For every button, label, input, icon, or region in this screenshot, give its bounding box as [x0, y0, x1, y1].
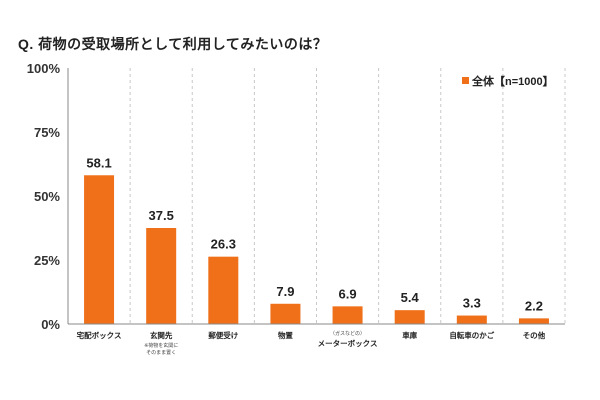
category-label: その他	[523, 330, 546, 340]
category-label: 宅配ボックス	[77, 330, 122, 340]
category-note: ※荷物を玄関に	[144, 342, 178, 349]
category-label: 玄関先	[150, 330, 173, 340]
y-tick-label: 75%	[34, 125, 60, 140]
chart-title: Q. 荷物の受取場所として利用してみたいのは？	[18, 36, 328, 52]
y-tick-label: 0%	[41, 317, 60, 332]
bar-value-label: 3.3	[463, 296, 481, 311]
bar-value-label: 6.9	[339, 286, 357, 301]
category-note: そのまま置く	[146, 349, 176, 356]
bar	[146, 228, 177, 324]
category-label: 車庫	[402, 330, 417, 340]
category-label: 物置	[278, 330, 293, 340]
grid-layer	[129, 68, 566, 324]
category-note: （ガスなどの）	[330, 330, 365, 337]
bars-layer	[84, 175, 549, 324]
bar	[394, 310, 425, 324]
bar-value-label: 5.4	[401, 290, 420, 305]
bar	[332, 306, 363, 324]
category-label: 自転車のかご	[449, 330, 494, 340]
bar	[208, 256, 239, 324]
bar-value-label: 37.5	[149, 208, 174, 223]
category-label: 郵便受け	[208, 330, 238, 340]
y-tick-label: 50%	[34, 189, 60, 204]
y-tick-label: 25%	[34, 253, 60, 268]
bar	[84, 175, 115, 324]
bar	[270, 303, 301, 324]
y-tick-label: 100%	[27, 61, 61, 76]
bar	[518, 318, 549, 324]
legend-swatch	[462, 77, 469, 84]
bar-value-label: 26.3	[211, 237, 236, 252]
bar	[456, 315, 487, 324]
axis-layer: 0% 25% 50% 75% 100%	[27, 61, 565, 332]
bar-value-label: 7.9	[276, 284, 294, 299]
bar-value-label: 58.1	[86, 155, 111, 170]
legend-label: 全体【n=1000】	[471, 74, 554, 88]
category-label: メーターボックス	[318, 338, 378, 348]
legend: 全体【n=1000】	[462, 74, 554, 88]
bar-value-label: 2.2	[525, 298, 543, 313]
